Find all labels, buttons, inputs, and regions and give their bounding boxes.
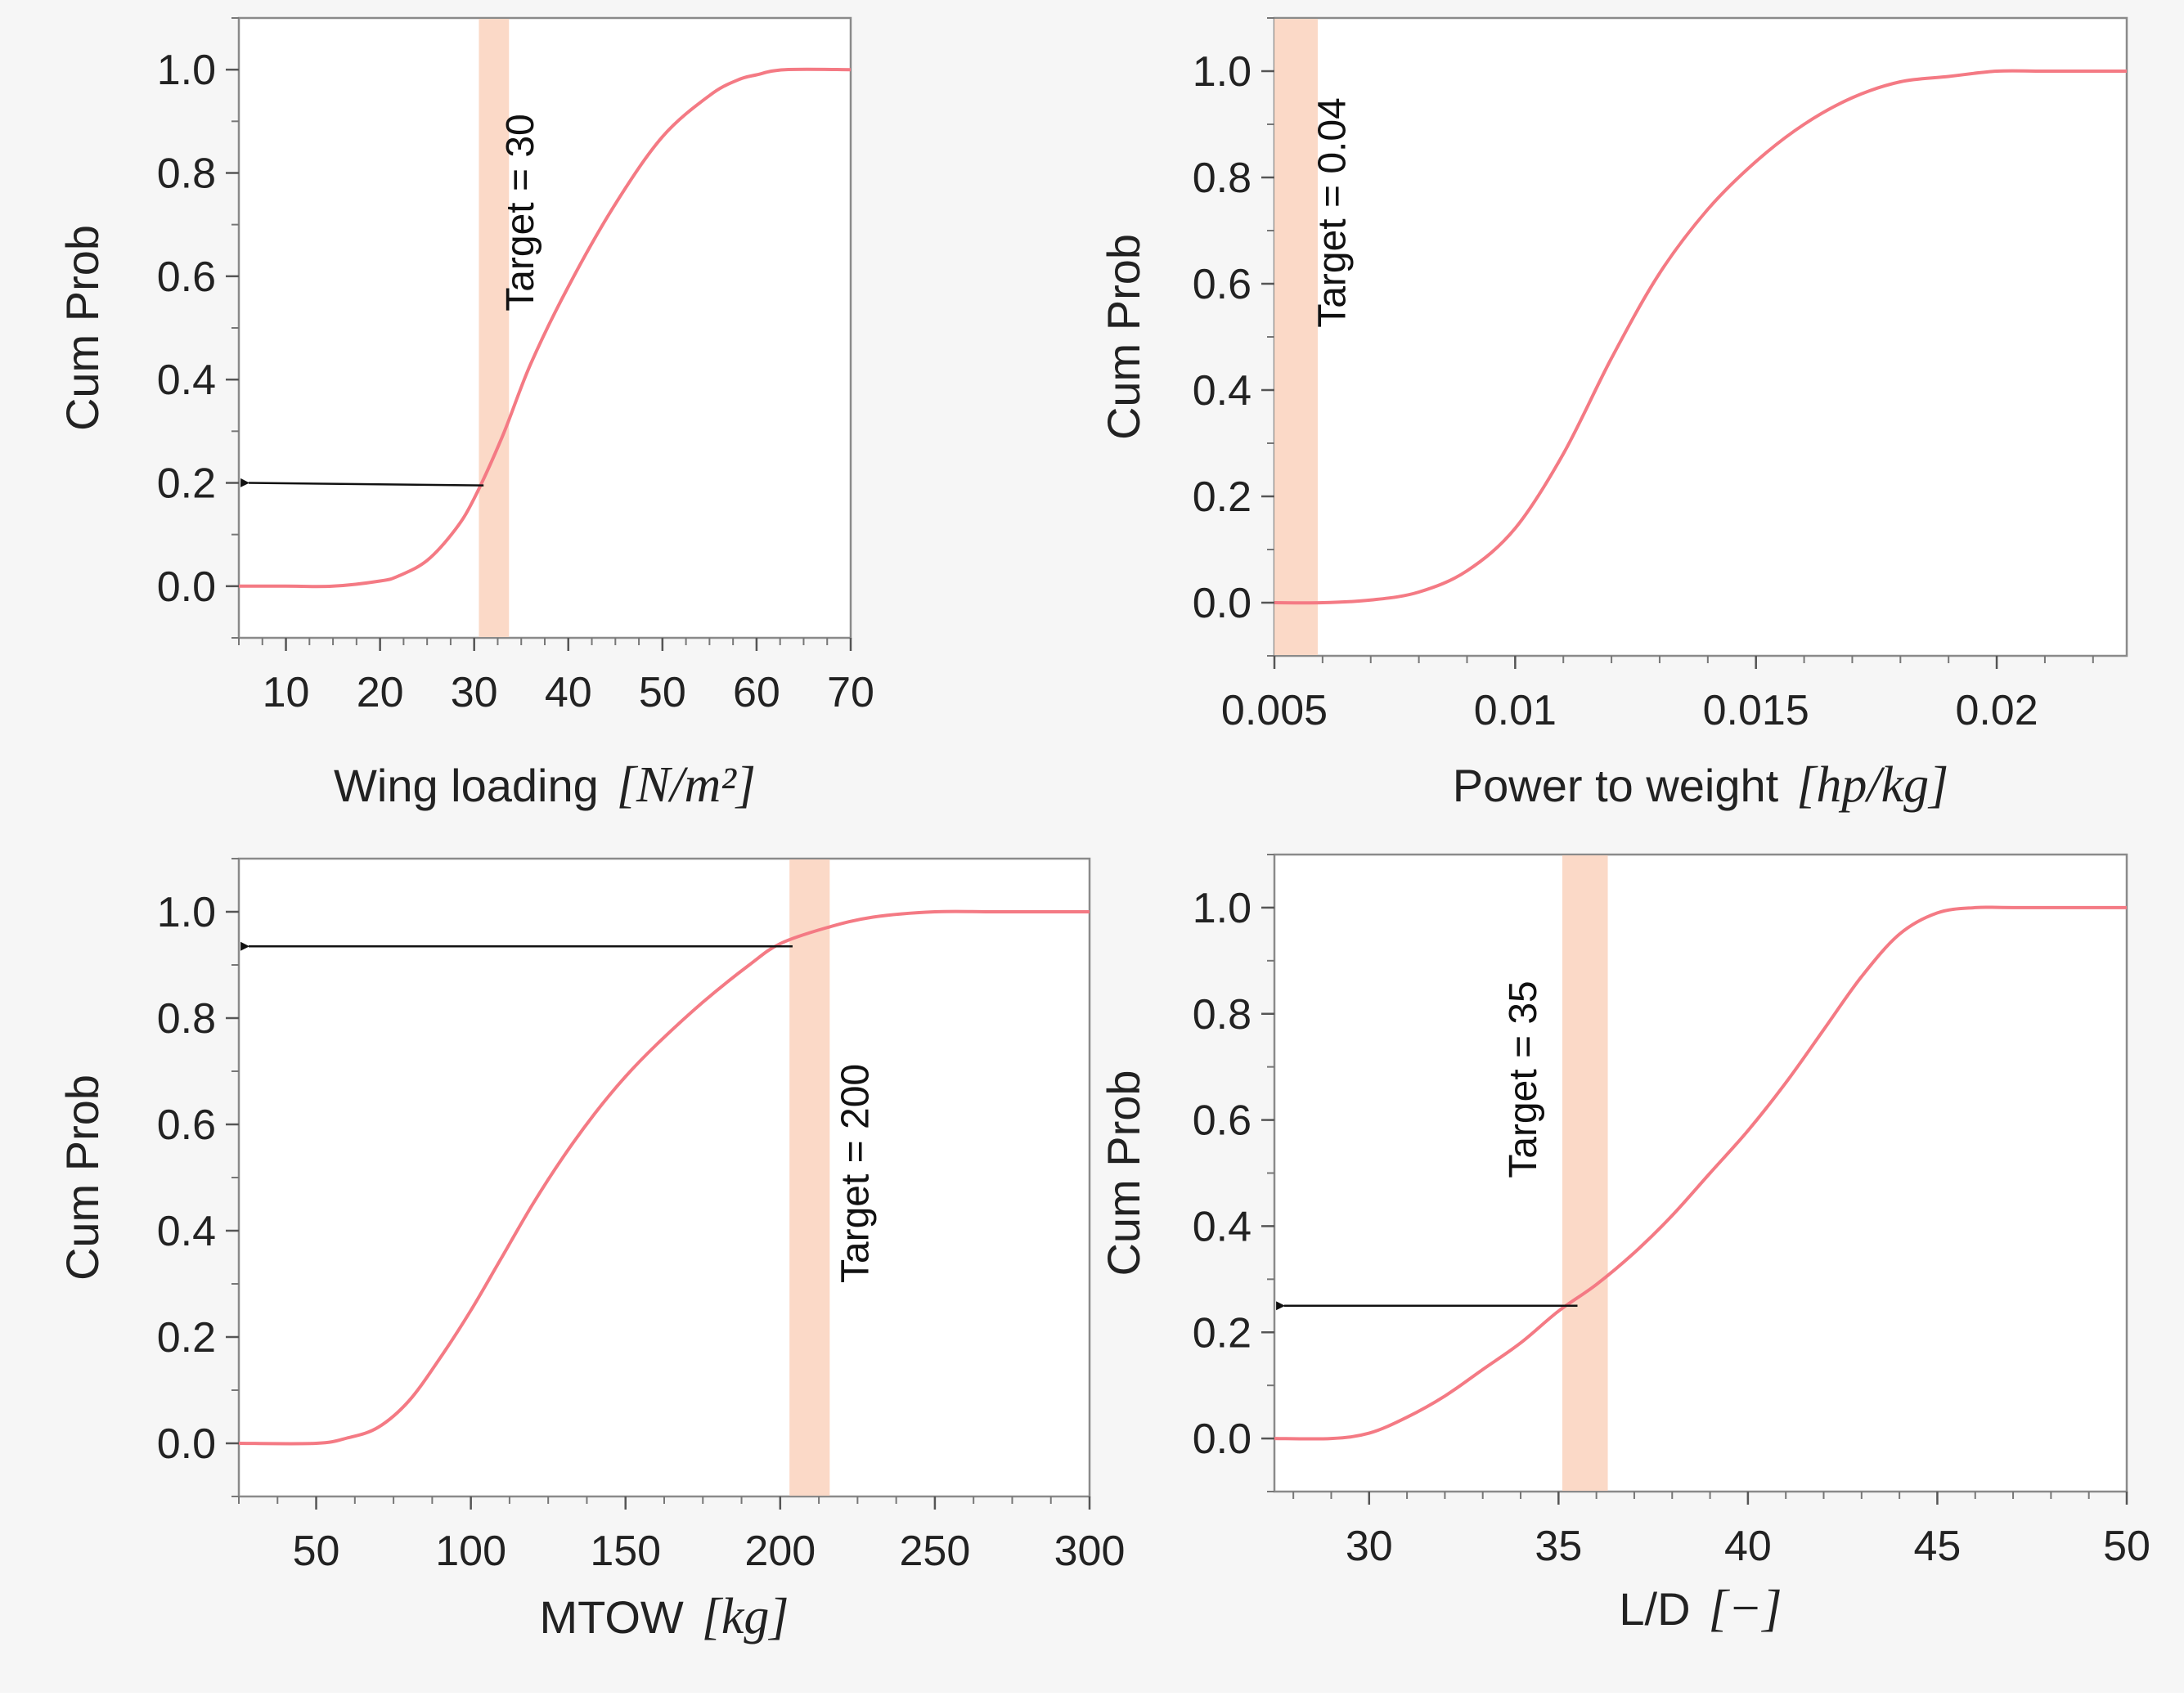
x-axis-label-name: MTOW [539, 1591, 683, 1643]
plot-area [237, 16, 852, 639]
y-tick-label: 0.0 [157, 563, 216, 611]
x-tick-label: 100 [435, 1528, 506, 1575]
x-tick-label: 0.015 [1703, 687, 1809, 734]
x-axis-label-name: Power to weight [1453, 760, 1779, 811]
y-tick-label: 0.4 [157, 357, 216, 404]
y-tick-label: 0.8 [1193, 991, 1252, 1039]
x-tick-label: 50 [639, 669, 686, 716]
panel-wing-loading: 10 20 30 40 50 60 70 0.0 0.2 0.4 0.6 0.8 1.0 Cum Prob… [0, 0, 1137, 842]
cdf-curve [1274, 905, 2127, 1441]
x-tick-label: 40 [1724, 1523, 1772, 1570]
target-band [479, 19, 510, 637]
x-tick-label: 35 [1535, 1523, 1582, 1570]
x-tick-label: 10 [263, 669, 310, 716]
y-axis-label: Cum Prob [1098, 234, 1149, 440]
target-label: Target = 30 [499, 114, 542, 312]
x-tick-label: 30 [451, 669, 498, 716]
panel-mtow: 50 100 150 200 250 300 0.0 0.2 0.4 0.6 0.8 1.0 Cum P… [0, 842, 1137, 1693]
target-band [789, 859, 830, 1496]
x-tick-label: 60 [733, 669, 780, 716]
y-tick-label: 1.0 [1193, 48, 1252, 96]
x-tick-label: 45 [1914, 1523, 1962, 1570]
y-axis-label: Cum Prob [56, 225, 108, 431]
x-tick-label: 0.005 [1221, 687, 1328, 734]
target-label: Target = 35 [1502, 980, 1545, 1178]
y-tick-label: 0.0 [1193, 580, 1252, 627]
plot-area [1273, 853, 2128, 1493]
x-axis-unit: [−] [1709, 1581, 1782, 1636]
target-label: Target = 200 [834, 1064, 878, 1283]
x-tick-label: 150 [590, 1528, 661, 1575]
y-tick-label: 0.0 [1193, 1416, 1252, 1463]
x-tick-label: 300 [1054, 1528, 1126, 1575]
x-tick-label: 0.02 [1955, 687, 2038, 734]
y-tick-label: 0.8 [157, 150, 216, 198]
x-tick-label: 30 [1346, 1523, 1393, 1570]
x-axis-label: Wing loading [N/m²] [334, 757, 756, 813]
y-tick-label: 0.4 [1193, 367, 1252, 415]
x-tick-label: 250 [900, 1528, 971, 1575]
y-tick-label: 1.0 [1193, 885, 1252, 932]
y-axis-label: Cum Prob [56, 1075, 108, 1281]
panel-lift-to-drag: 30 35 40 45 50 0.0 0.2 0.4 0.6 0.8 1.0 Cum Prob L/D [… [1098, 842, 2184, 1693]
x-axis-unit: [hp/kg] [1796, 757, 1948, 813]
target-band [1274, 19, 1318, 655]
plot-area [1273, 16, 2128, 657]
x-tick-label: 0.01 [1474, 687, 1557, 734]
y-tick-label: 0.2 [1193, 1309, 1252, 1357]
y-tick-label: 0.8 [157, 995, 216, 1043]
x-tick-label: 200 [744, 1528, 816, 1575]
y-tick-label: 0.2 [157, 1314, 216, 1362]
x-axis-unit: [kg] [702, 1589, 789, 1644]
y-tick-label: 1.0 [157, 889, 216, 936]
x-axis-label: L/D [−] [1619, 1581, 1782, 1636]
x-tick-label: 50 [293, 1528, 340, 1575]
x-tick-label: 70 [827, 669, 874, 716]
y-tick-label: 0.4 [1193, 1203, 1252, 1250]
x-tick-label: 20 [357, 669, 404, 716]
panel-power-to-weight: 0.005 0.01 0.015 0.02 0.0 0.2 0.4 0.6 0.8 1.0 Cum … [1098, 0, 2184, 842]
y-tick-label: 0.6 [1193, 261, 1252, 308]
x-axis-label-name: Wing loading [334, 760, 599, 811]
y-tick-label: 1.0 [157, 47, 216, 94]
target-band [1562, 855, 1608, 1491]
y-tick-label: 0.0 [157, 1420, 216, 1468]
y-axis-label: Cum Prob [1098, 1070, 1149, 1276]
y-tick-label: 0.8 [1193, 155, 1252, 202]
y-tick-label: 0.6 [1193, 1097, 1252, 1145]
x-tick-label: 40 [545, 669, 592, 716]
x-axis-label: Power to weight [hp/kg] [1453, 757, 1948, 813]
cdf-curve [239, 67, 851, 589]
cdf-curve [1274, 69, 2127, 605]
plot-area [237, 857, 1091, 1498]
x-axis-unit: [N/m²] [617, 757, 756, 813]
x-axis-label-name: L/D [1619, 1583, 1690, 1635]
y-tick-label: 0.6 [157, 1102, 216, 1149]
cdf-curve [239, 909, 1090, 1446]
y-tick-label: 0.4 [157, 1208, 216, 1255]
probability-arrow [240, 478, 484, 487]
x-axis-label: MTOW [kg] [539, 1589, 789, 1644]
y-tick-label: 0.2 [1193, 473, 1252, 521]
y-tick-label: 0.2 [157, 460, 216, 508]
y-tick-label: 0.6 [157, 254, 216, 301]
x-tick-label: 50 [2103, 1523, 2150, 1570]
target-label: Target = 0.04 [1310, 97, 1354, 328]
